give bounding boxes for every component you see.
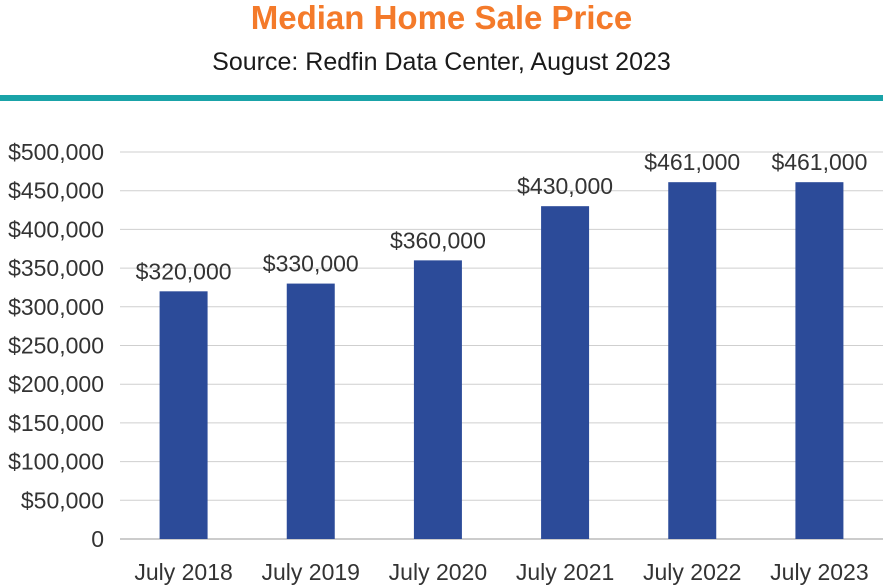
y-tick-label: $50,000 <box>21 487 104 513</box>
data-label: $330,000 <box>263 251 359 277</box>
chart-subtitle: Source: Redfin Data Center, August 2023 <box>212 48 671 76</box>
x-tick-label: July 2023 <box>770 559 868 585</box>
y-tick-label: $450,000 <box>8 178 104 204</box>
x-tick-label: July 2021 <box>516 559 614 585</box>
data-label: $320,000 <box>136 258 232 284</box>
data-label: $461,000 <box>771 149 867 175</box>
bar <box>286 283 335 539</box>
y-tick-label: $150,000 <box>8 410 104 436</box>
x-tick-label: July 2018 <box>134 559 232 585</box>
y-tick-label: $400,000 <box>8 216 104 242</box>
x-tick-label: July 2020 <box>389 559 487 585</box>
x-tick-label: July 2022 <box>643 559 741 585</box>
y-tick-label: $250,000 <box>8 333 104 359</box>
data-label: $430,000 <box>517 173 613 199</box>
bar <box>159 291 208 539</box>
y-tick-label: $500,000 <box>8 139 104 165</box>
bar <box>795 182 844 539</box>
bar <box>413 260 462 539</box>
x-tick-label: July 2019 <box>262 559 360 585</box>
header-divider <box>0 95 883 101</box>
data-label: $360,000 <box>390 227 486 253</box>
data-label: $461,000 <box>644 149 740 175</box>
y-tick-label: $200,000 <box>8 371 104 397</box>
y-tick-label: $350,000 <box>8 255 104 281</box>
y-tick-label: $100,000 <box>8 449 104 475</box>
y-tick-label: $300,000 <box>8 294 104 320</box>
y-tick-label: 0 <box>91 526 104 552</box>
bar <box>668 182 717 539</box>
bar <box>541 206 590 539</box>
chart-title: Median Home Sale Price <box>250 0 633 36</box>
